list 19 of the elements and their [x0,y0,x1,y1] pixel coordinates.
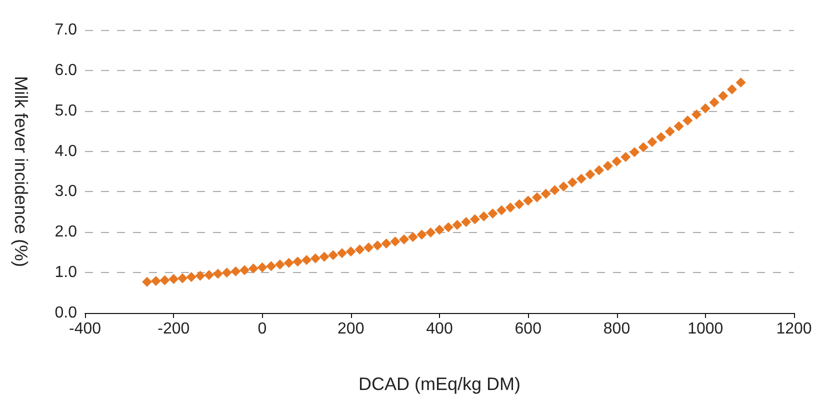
y-axis-title: Milk fever incidence (%) [11,76,31,268]
y-tick-label: 5.0 [54,102,78,120]
x-tick-label: -200 [158,320,190,338]
y-tick-label: 1.0 [54,264,78,282]
x-tick-label: 1000 [688,320,724,338]
x-tick-label: 200 [338,320,364,338]
x-tick-label: 400 [426,320,453,338]
y-tick-label: 4.0 [54,142,78,160]
x-tick-label: 1200 [776,320,812,338]
y-tick-label: 2.0 [54,224,78,241]
x-tick-label: 600 [514,320,542,338]
x-tick-label: -400 [68,320,102,338]
y-tick-label: 6.0 [54,62,78,79]
x-tick-label: 800 [603,320,630,338]
x-tick-label: 0 [258,320,267,338]
x-axis-title: DCAD (mEq/kg DM) [358,374,521,394]
y-tick-label: 3.0 [54,183,78,200]
y-tick-label: 0.0 [54,304,78,322]
y-tick-label: 7.0 [54,22,78,38]
